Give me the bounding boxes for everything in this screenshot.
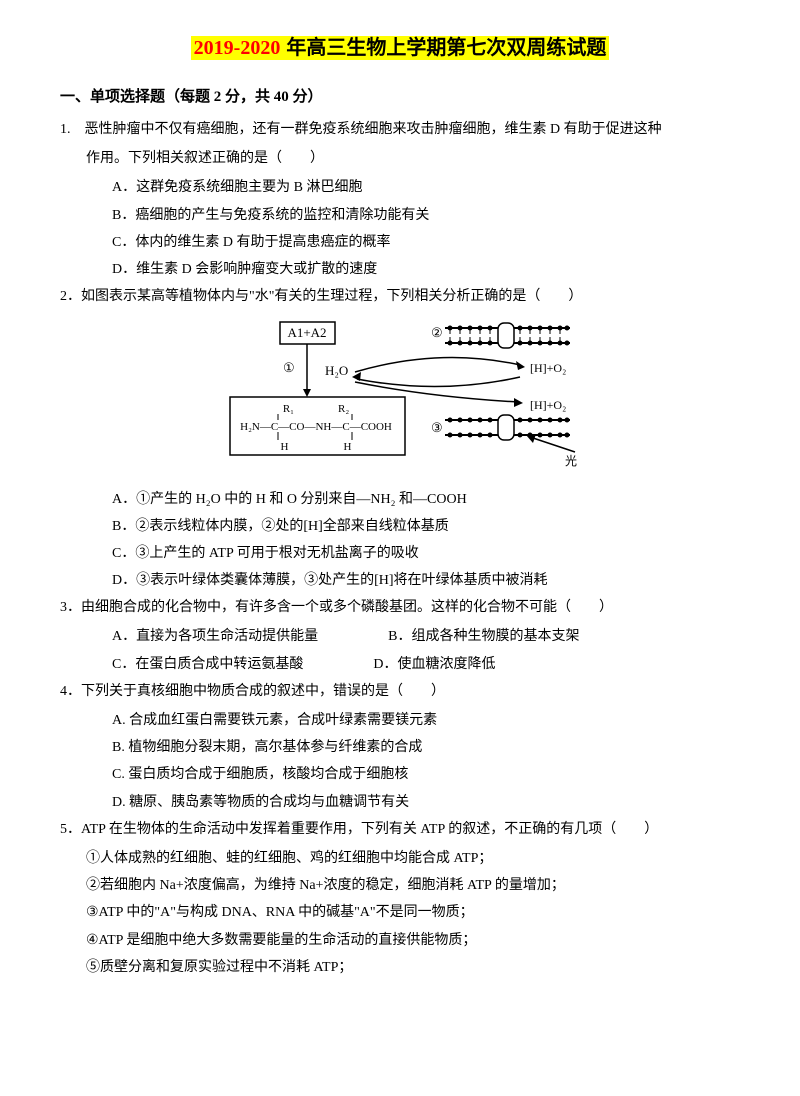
svg-text:H H: H H — [281, 441, 352, 453]
q3-option-c: C．在蛋白质合成中转运氨基酸 — [112, 652, 303, 677]
q4-option-a: A. 合成血红蛋白需要铁元素，合成叶绿素需要镁元素 — [60, 708, 740, 733]
q5-s4: ④ATP 是细胞中绝大多数需要能量的生命活动的直接供能物质； — [60, 928, 740, 953]
svg-text:②: ② — [431, 325, 443, 340]
svg-text:①: ① — [283, 360, 295, 375]
svg-text:H₂O: H₂O — [325, 363, 348, 378]
q4-num: 4． — [60, 684, 81, 699]
q2-text: 如图表示某高等植物体内与"水"有关的生理过程，下列相关分析正确的是（ ） — [81, 289, 582, 304]
q3-options-cd: C．在蛋白质合成中转运氨基酸 D．使血糖浓度降低 — [60, 652, 740, 677]
section-header-1: 一、单项选择题（每题 2 分，共 40 分） — [60, 84, 740, 111]
q4-text: 下列关于真核细胞中物质合成的叙述中，错误的是（ ） — [81, 684, 445, 699]
question-3: 3．由细胞合成的化合物中，有许多含一个或多个磷酸基团。这样的化合物不可能（ ） — [60, 595, 740, 620]
diagram-container: A1+A2 ① H₂O R₁ R₂ H₂N—C—CO—NH—C—COOH H H… — [60, 317, 740, 476]
svg-text:H₂N—C—CO—NH—C—COOH: H₂N—C—CO—NH—C—COOH — [240, 421, 392, 433]
q2-option-b: B．②表示线粒体内膜，②处的[H]全部来自线粒体基质 — [60, 514, 740, 539]
svg-text:光: 光 — [565, 454, 577, 467]
q5-s3: ③ATP 中的"A"与构成 DNA、RNA 中的碱基"A"不是同一物质； — [60, 900, 740, 925]
q3-option-a: A．直接为各项生命活动提供能量 — [112, 624, 318, 649]
q2-option-a: A．①产生的 H₂O 中的 H 和 O 分别来自—NH₂ 和—COOH — [60, 487, 740, 512]
svg-text:R₁ R₂: R₁ R₂ — [283, 403, 350, 415]
q1-option-a: A．这群免疫系统细胞主要为 B 淋巴细胞 — [60, 175, 740, 200]
q3-option-b: B．组成各种生物膜的基本支架 — [388, 624, 579, 649]
q1-num: 1. — [60, 122, 71, 137]
q1-text2: 作用。下列相关叙述正确的是（ ） — [60, 146, 740, 171]
title-year: 2019-2020 — [191, 36, 284, 60]
svg-text:[H]+O₂: [H]+O₂ — [530, 398, 566, 412]
q3-num: 3． — [60, 600, 81, 615]
q2-option-c: C．③上产生的 ATP 可用于根对无机盐离子的吸收 — [60, 541, 740, 566]
question-4: 4．下列关于真核细胞中物质合成的叙述中，错误的是（ ） — [60, 679, 740, 704]
q1-option-b: B．癌细胞的产生与免疫系统的监控和清除功能有关 — [60, 203, 740, 228]
q4-option-c: C. 蛋白质均合成于细胞质，核酸均合成于细胞核 — [60, 762, 740, 787]
page-title: 2019-2020年高三生物上学期第七次双周练试题 — [60, 30, 740, 66]
svg-text:[H]+O₂: [H]+O₂ — [530, 361, 566, 375]
q5-text: ATP 在生物体的生命活动中发挥着重要作用，下列有关 ATP 的叙述，不正确的有… — [81, 822, 658, 837]
svg-text:A1+A2: A1+A2 — [287, 325, 326, 340]
q5-s5: ⑤质壁分离和复原实验过程中不消耗 ATP； — [60, 955, 740, 980]
q2-option-d: D．③表示叶绿体类囊体薄膜，③处产生的[H]将在叶绿体基质中被消耗 — [60, 568, 740, 593]
q5-num: 5． — [60, 822, 81, 837]
q5-s2: ②若细胞内 Na+浓度偏高，为维持 Na+浓度的稳定，细胞消耗 ATP 的量增加… — [60, 873, 740, 898]
q1-option-c: C．体内的维生素 D 有助于提高患癌症的概率 — [60, 230, 740, 255]
q3-option-d: D．使血糖浓度降低 — [373, 652, 495, 677]
biology-diagram: A1+A2 ① H₂O R₁ R₂ H₂N—C—CO—NH—C—COOH H H… — [220, 317, 580, 467]
q1-option-d: D．维生素 D 会影响肿瘤变大或扩散的速度 — [60, 257, 740, 282]
question-1: 1. 恶性肿瘤中不仅有癌细胞，还有一群免疫系统细胞来攻击肿瘤细胞，维生素 D 有… — [60, 117, 740, 142]
q2-num: 2． — [60, 289, 81, 304]
title-rest: 年高三生物上学期第七次双周练试题 — [283, 36, 609, 60]
q5-s1: ①人体成熟的红细胞、蛙的红细胞、鸡的红细胞中均能合成 ATP； — [60, 846, 740, 871]
q4-option-d: D. 糖原、胰岛素等物质的合成均与血糖调节有关 — [60, 790, 740, 815]
q3-text: 由细胞合成的化合物中，有许多含一个或多个磷酸基团。这样的化合物不可能（ ） — [81, 600, 613, 615]
q1-text1: 恶性肿瘤中不仅有癌细胞，还有一群免疫系统细胞来攻击肿瘤细胞，维生素 D 有助于促… — [85, 122, 662, 137]
svg-text:③: ③ — [431, 420, 443, 435]
question-5: 5．ATP 在生物体的生命活动中发挥着重要作用，下列有关 ATP 的叙述，不正确… — [60, 817, 740, 842]
q4-option-b: B. 植物细胞分裂末期，高尔基体参与纤维素的合成 — [60, 735, 740, 760]
q3-options-ab: A．直接为各项生命活动提供能量 B．组成各种生物膜的基本支架 — [60, 624, 740, 649]
question-2: 2．如图表示某高等植物体内与"水"有关的生理过程，下列相关分析正确的是（ ） — [60, 284, 740, 309]
